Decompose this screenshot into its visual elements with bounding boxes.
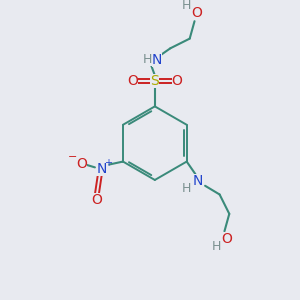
Text: O: O: [172, 74, 182, 88]
Text: O: O: [127, 74, 138, 88]
Text: N: N: [152, 53, 162, 67]
Text: O: O: [221, 232, 232, 246]
Text: N: N: [97, 162, 107, 176]
Text: O: O: [92, 193, 102, 207]
Text: N: N: [192, 174, 203, 188]
Text: H: H: [212, 240, 221, 253]
Text: +: +: [104, 158, 112, 167]
Text: H: H: [142, 53, 152, 66]
Text: −: −: [68, 152, 77, 162]
Text: H: H: [182, 182, 191, 195]
Text: O: O: [191, 7, 202, 20]
Text: O: O: [76, 158, 87, 172]
Text: S: S: [151, 74, 159, 88]
Text: H: H: [182, 0, 191, 12]
